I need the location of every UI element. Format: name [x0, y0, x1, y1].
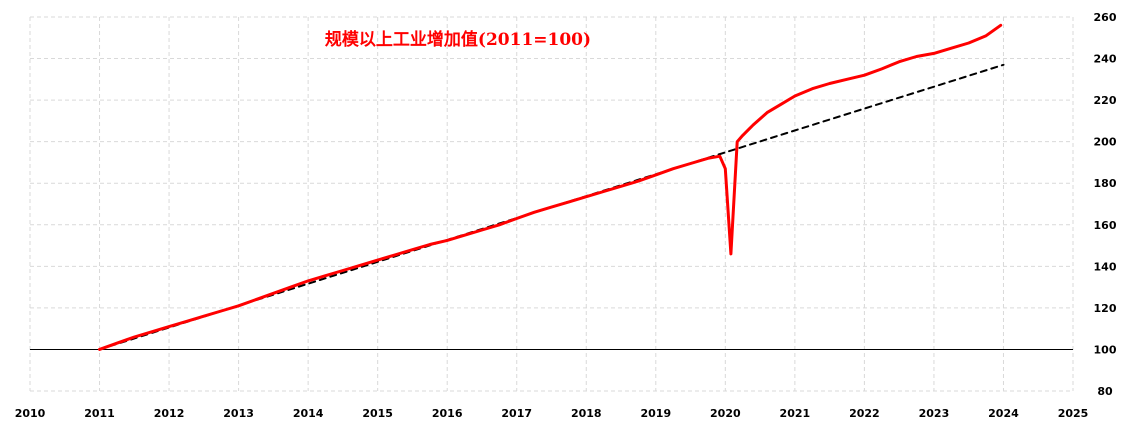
- x-tick-label: 2015: [362, 407, 393, 420]
- y-axis-ticks: 80 100 120 140 160 180 200 220 240 260: [1094, 11, 1117, 398]
- x-tick-label: 2022: [849, 407, 880, 420]
- y-tick-label: 260: [1094, 11, 1117, 24]
- x-tick-label: 2021: [780, 407, 811, 420]
- grid: [29, 16, 1074, 392]
- x-tick-label: 2019: [640, 407, 671, 420]
- y-tick-label: 100: [1094, 343, 1117, 356]
- x-tick-label: 2014: [293, 407, 324, 420]
- x-tick-label: 2020: [710, 407, 741, 420]
- y-tick-label: 160: [1094, 219, 1117, 232]
- x-tick-label: 2010: [15, 407, 46, 420]
- x-tick-label: 2023: [919, 407, 950, 420]
- y-tick-label: 240: [1094, 53, 1117, 66]
- x-tick-label: 2024: [988, 407, 1019, 420]
- chart-title: 规模以上工业增加值(2011=100): [325, 29, 591, 50]
- series-layer: [98, 23, 1005, 351]
- y-tick-label: 120: [1094, 302, 1117, 315]
- y-tick-label: 200: [1094, 136, 1117, 149]
- y-tick-label: 220: [1094, 94, 1117, 107]
- x-axis-ticks: 2010 2011 2012 2013 2014 2015 2016 2017 2018 2019…: [15, 407, 1089, 420]
- y-tick-label: 140: [1094, 260, 1117, 273]
- industrial-value-added-series: [98, 23, 1003, 351]
- x-tick-label: 2011: [84, 407, 115, 420]
- x-tick-label: 2025: [1058, 407, 1089, 420]
- x-tick-label: 2018: [571, 407, 602, 420]
- x-tick-label: 2016: [432, 407, 463, 420]
- x-tick-label: 2013: [223, 407, 254, 420]
- x-tick-label: 2012: [154, 407, 185, 420]
- y-tick-label: 80: [1097, 385, 1113, 398]
- x-tick-label: 2017: [501, 407, 532, 420]
- y-tick-label: 180: [1094, 177, 1117, 190]
